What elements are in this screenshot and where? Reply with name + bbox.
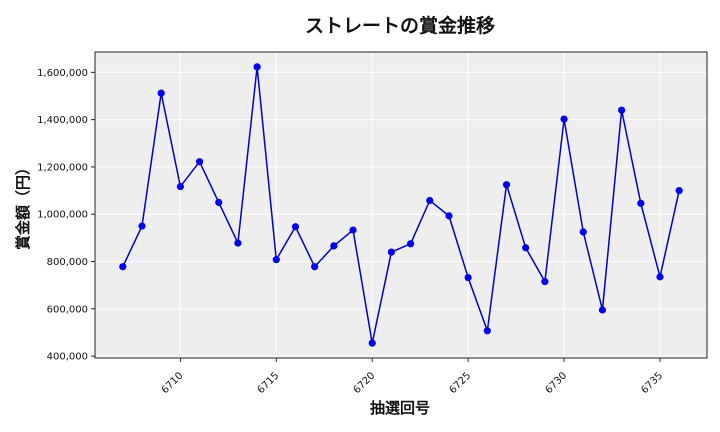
y-axis-label: 賞金額（円） [14,160,32,250]
x-axis-label: 抽選回号 [370,399,430,417]
data-point [176,182,184,191]
data-point [464,273,472,282]
x-tick-label: 6710 [160,370,186,396]
data-point [445,212,453,220]
data-point [502,181,511,189]
data-point [368,339,376,347]
x-tick-label: 6730 [543,370,569,396]
y-tick-label: 600,000 [47,304,88,315]
y-tick-label: 800,000 [47,257,88,268]
data-point [330,242,338,250]
chart-title: ストレートの賞金推移 [305,14,495,37]
data-point [522,244,530,252]
data-point [311,263,319,271]
axes [94,51,708,359]
data-point [579,228,587,236]
series-group [119,63,683,347]
data-point [598,306,607,314]
grid-lines [95,52,707,358]
y-axis-ticks: 400,000 600,000 800,000 1,000,000 1,200,000 1… [37,68,95,363]
data-point [119,263,127,271]
data-point [234,239,242,247]
plot-area [95,52,707,358]
data-point [215,198,223,206]
data-point [387,248,396,256]
y-tick-label: 1,600,000 [37,68,88,79]
y-tick-label: 1,400,000 [37,115,88,126]
y-tick-label: 1,000,000 [37,210,88,221]
x-tick-label: 6725 [447,370,473,396]
y-tick-label: 400,000 [47,352,88,363]
data-point [253,63,261,71]
data-point [560,115,568,123]
x-tick-label: 6735 [639,370,665,396]
data-point [618,106,626,114]
x-tick-label: 6720 [352,370,378,396]
data-point [483,327,491,335]
x-axis-ticks: 6710 6715 6720 6725 6730 6735 [160,358,665,396]
data-point [195,158,204,166]
data-point [656,273,664,281]
plot-frame [94,51,708,359]
data-point [349,226,357,234]
data-point [291,223,300,231]
data-point [157,89,165,97]
data-point [138,222,146,230]
data-point [675,186,683,195]
series-line [122,66,680,344]
data-point [406,240,415,248]
data-point [426,196,434,205]
data-point [637,199,645,207]
data-point [541,278,549,286]
x-tick-label: 6715 [256,370,282,396]
data-point [272,256,280,264]
y-tick-label: 1,200,000 [37,162,88,173]
